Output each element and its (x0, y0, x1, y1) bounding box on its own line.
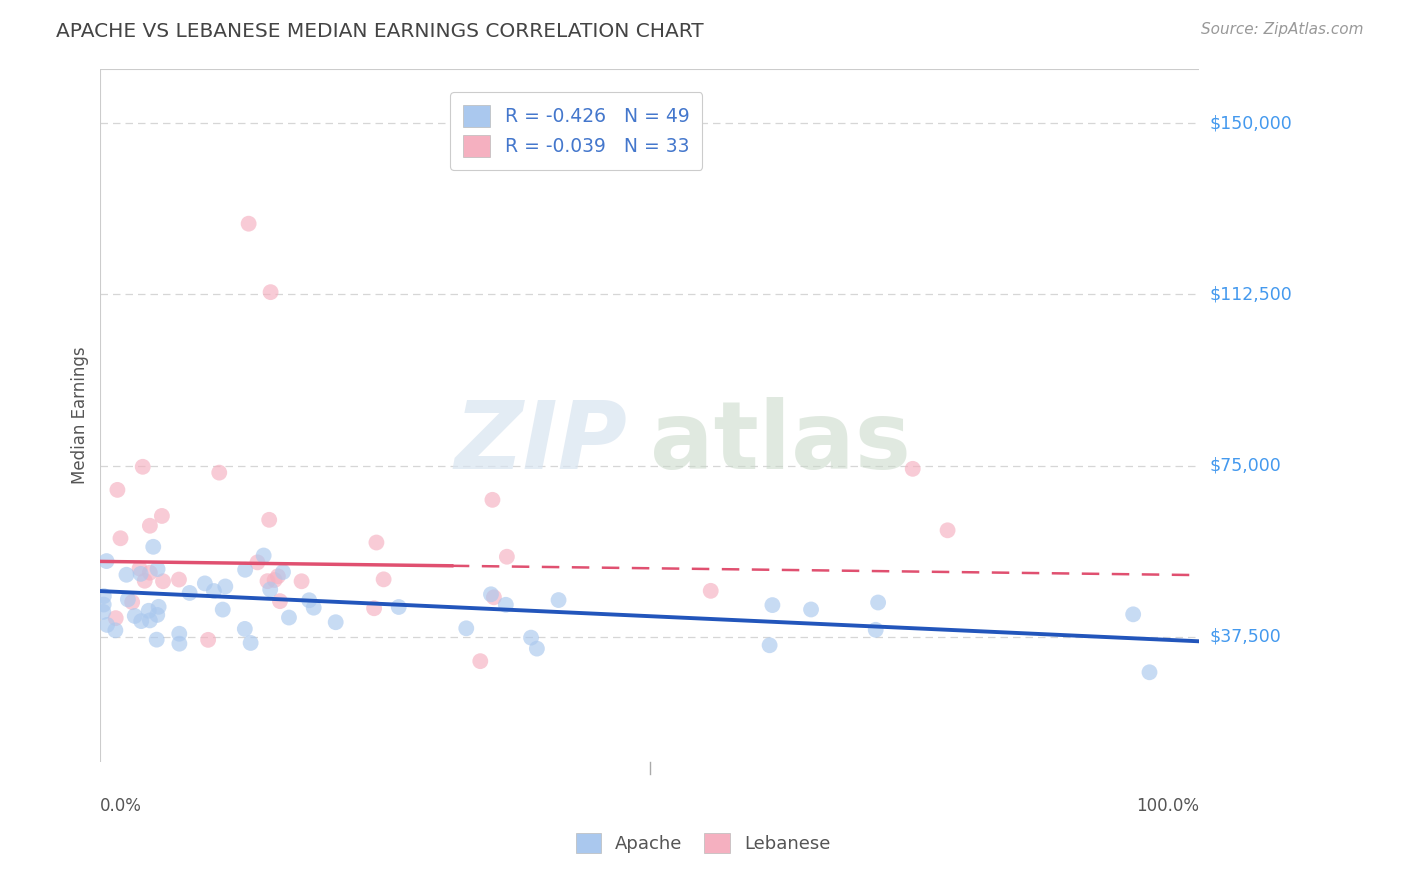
Point (298, 593, 321, 607)
Point (865, 623, 887, 637)
Point (470, 654, 492, 668)
Text: atlas: atlas (650, 397, 911, 489)
Point (134, 574, 156, 588)
Point (142, 540, 165, 554)
Point (456, 621, 478, 635)
Point (256, 574, 278, 589)
Point (1122, 607, 1144, 622)
Point (233, 622, 256, 636)
Point (239, 636, 262, 650)
Point (761, 598, 783, 612)
Point (388, 599, 411, 614)
Point (269, 594, 291, 608)
Point (202, 584, 225, 599)
Point (146, 607, 169, 622)
Point (197, 632, 219, 647)
Text: $112,500: $112,500 (1209, 285, 1292, 303)
Point (194, 576, 217, 591)
Point (104, 624, 127, 638)
Point (104, 611, 127, 625)
Text: $37,500: $37,500 (1209, 628, 1282, 646)
Point (145, 632, 167, 647)
Point (868, 595, 890, 609)
Point (132, 459, 155, 474)
Point (91, 605, 114, 619)
Point (259, 285, 281, 300)
Point (366, 535, 388, 549)
Text: 0.0%: 0.0% (100, 797, 142, 815)
Text: Source: ZipAtlas.com: Source: ZipAtlas.com (1201, 22, 1364, 37)
Legend: R = -0.426   N = 49, R = -0.039   N = 33: R = -0.426 N = 49, R = -0.039 N = 33 (450, 92, 703, 169)
Point (259, 582, 281, 597)
Point (1139, 665, 1161, 680)
Point (263, 573, 285, 587)
Text: $150,000: $150,000 (1209, 114, 1292, 132)
Point (479, 587, 502, 601)
Point (150, 508, 173, 523)
Point (139, 614, 162, 628)
Point (233, 563, 256, 577)
Point (253, 549, 276, 563)
Point (496, 549, 519, 564)
Point (363, 601, 385, 615)
Point (138, 604, 160, 618)
Point (139, 566, 162, 580)
Point (373, 573, 395, 587)
Point (167, 573, 190, 587)
Y-axis label: Median Earnings: Median Earnings (72, 347, 89, 484)
Point (115, 567, 138, 582)
Point (302, 600, 325, 615)
Point (699, 583, 721, 598)
Point (93, 589, 115, 603)
Point (214, 579, 236, 593)
Point (901, 462, 924, 476)
Point (124, 609, 146, 624)
Point (936, 524, 959, 538)
Point (179, 586, 201, 600)
Point (211, 602, 233, 616)
Point (290, 574, 312, 589)
Point (152, 574, 174, 589)
Point (526, 641, 548, 656)
Point (148, 599, 170, 614)
Point (107, 483, 129, 497)
Point (800, 602, 823, 616)
Text: APACHE VS LEBANESE MEDIAN EARNINGS CORRELATION CHART: APACHE VS LEBANESE MEDIAN EARNINGS CORRE… (56, 22, 704, 41)
Point (169, 637, 191, 651)
Point (520, 631, 543, 645)
Point (208, 466, 231, 480)
Point (129, 566, 152, 581)
Point (481, 492, 503, 507)
Point (246, 555, 269, 569)
Point (325, 615, 347, 630)
Point (139, 518, 162, 533)
Text: ZIP: ZIP (454, 397, 627, 489)
Point (96, 618, 118, 632)
Point (121, 595, 143, 609)
Point (482, 591, 505, 605)
Point (495, 598, 517, 612)
Point (169, 626, 191, 640)
Point (758, 638, 780, 652)
Point (547, 593, 569, 607)
Text: 100.0%: 100.0% (1136, 797, 1199, 815)
Point (146, 562, 169, 576)
Point (93, 598, 115, 612)
Point (96, 554, 118, 568)
Point (110, 531, 132, 545)
Point (128, 561, 150, 575)
Legend: Apache, Lebanese: Apache, Lebanese (568, 825, 838, 861)
Point (267, 569, 290, 583)
Point (129, 614, 152, 628)
Text: $75,000: $75,000 (1209, 457, 1282, 475)
Point (271, 565, 294, 579)
Point (238, 217, 260, 231)
Point (117, 592, 139, 607)
Point (257, 513, 280, 527)
Point (278, 610, 301, 624)
